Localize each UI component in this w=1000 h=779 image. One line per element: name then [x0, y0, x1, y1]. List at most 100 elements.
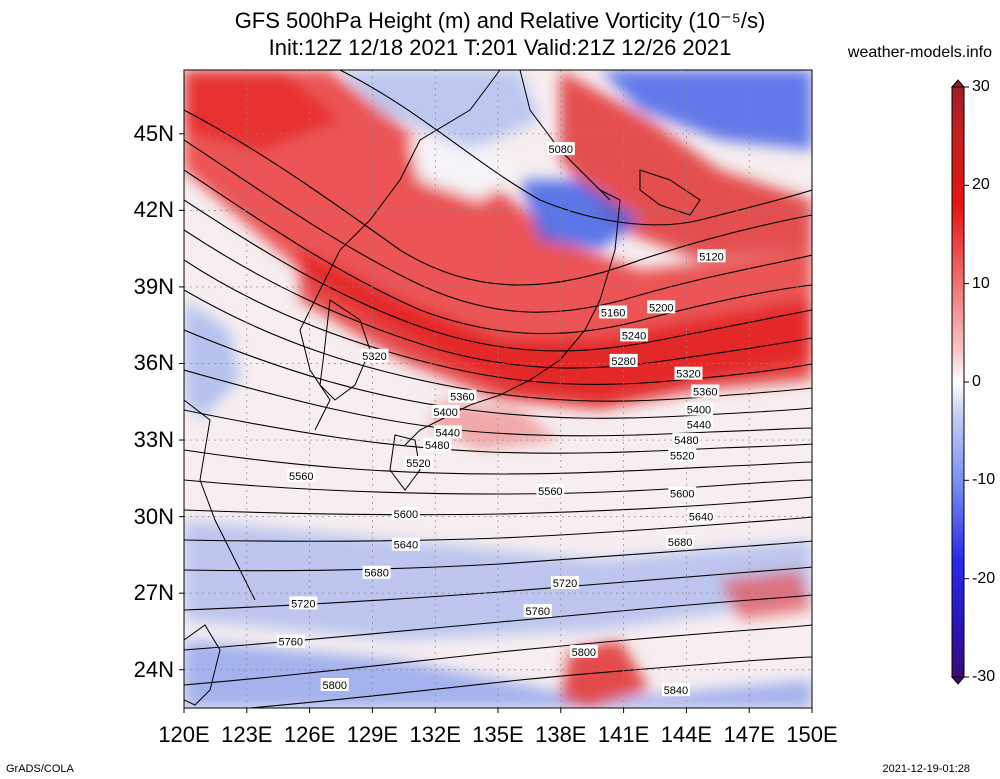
- lat-tick-label: 45N: [133, 120, 174, 146]
- contour-label: 5680: [668, 537, 692, 549]
- contour-label: 5800: [322, 680, 346, 692]
- colorbar-tick-label: 30: [972, 78, 990, 95]
- contour-label-background: [691, 384, 720, 398]
- contour-label: 5760: [279, 637, 303, 649]
- contour-label-background: [289, 596, 318, 610]
- chart-title: GFS 500hPa Height (m) and Relative Vorti…: [234, 8, 766, 33]
- colorbar-top-arrow: [950, 79, 966, 88]
- contour-label-background: [423, 438, 452, 452]
- lat-tick-label: 24N: [133, 656, 174, 682]
- contour-label: 5800: [572, 647, 596, 659]
- contour-label: 5320: [362, 351, 386, 363]
- contour-label: 5320: [676, 369, 700, 381]
- contour-label: 5400: [687, 404, 711, 416]
- lon-tick-label: 135E: [472, 722, 524, 747]
- contour-label: 5400: [433, 407, 457, 419]
- colorbar-bottom-arrow: [950, 676, 966, 685]
- contour-label-background: [620, 328, 649, 342]
- contour-label: 5440: [436, 427, 460, 439]
- contour-label: 5600: [670, 489, 694, 501]
- contour-label: 5160: [601, 307, 625, 319]
- contour-label: 5080: [549, 144, 573, 156]
- lat-tick-label: 42N: [133, 197, 174, 223]
- contour-label: 5360: [450, 392, 474, 404]
- contour-label-background: [661, 683, 690, 697]
- contour-label: 5480: [674, 435, 698, 447]
- contour-label: 5240: [622, 330, 646, 342]
- lon-tick-label: 138E: [535, 722, 587, 747]
- colorbar-tick-label: -10: [972, 471, 996, 489]
- contour-label: 5360: [693, 387, 717, 399]
- lon-tick-label: 150E: [786, 722, 838, 747]
- contour-label: 5640: [394, 540, 418, 552]
- contour-label-background: [536, 484, 565, 498]
- contour-label-background: [569, 644, 598, 658]
- contour-label: 5680: [364, 568, 388, 580]
- contour-label-background: [431, 404, 460, 418]
- contour-label-background: [360, 348, 389, 362]
- contour-label: 5200: [649, 302, 673, 314]
- lat-tick-label: 36N: [133, 350, 174, 376]
- contour-label-background: [684, 417, 713, 431]
- contour-label-background: [433, 425, 462, 439]
- colorbar-tick-label: 10: [972, 274, 990, 292]
- contour-label-background: [448, 389, 477, 403]
- contour-label: 5440: [687, 420, 711, 432]
- contour-label-background: [666, 535, 695, 549]
- lat-tick-label: 39N: [133, 273, 174, 299]
- contour-label: 5120: [699, 251, 723, 263]
- lon-tick-label: 144E: [660, 722, 713, 747]
- contour-label: 5720: [553, 578, 577, 590]
- lon-tick-label: 120E: [158, 722, 210, 747]
- contour-label-background: [697, 249, 726, 263]
- contour-label: 5280: [611, 356, 635, 368]
- contour-label: 5840: [664, 685, 688, 697]
- lat-tick-label: 33N: [133, 427, 174, 453]
- contour-label: 5720: [291, 598, 315, 610]
- contour-label: 5520: [670, 450, 694, 462]
- colorbar-tick-label: -20: [972, 569, 996, 587]
- axis-ticks: [179, 133, 813, 713]
- contour-label-background: [276, 634, 305, 648]
- contour-label-background: [687, 509, 716, 523]
- colorbar-tick-label: 20: [972, 176, 990, 194]
- contour-label-background: [599, 305, 628, 319]
- contour-label: 5640: [689, 512, 713, 524]
- contour-label-background: [647, 300, 676, 314]
- grid-lines: [184, 70, 812, 708]
- contour-label-background: [362, 565, 391, 579]
- generation-timestamp: 2021-12-19-01:28: [882, 763, 970, 775]
- colorbar-tick-label: 0: [972, 373, 981, 390]
- contour-label: 5560: [538, 486, 562, 498]
- site-attribution: weather-models.info: [847, 44, 992, 61]
- software-credit: GrADS/COLA: [6, 763, 74, 775]
- contour-label-background: [391, 537, 420, 551]
- colorbar: [950, 79, 966, 685]
- lon-tick-label: 126E: [283, 722, 336, 747]
- contour-label-background: [546, 142, 575, 156]
- contour-label-background: [320, 678, 349, 692]
- contour-label-background: [684, 402, 713, 416]
- lon-tick-label: 123E: [221, 722, 273, 747]
- contour-label-background: [609, 353, 638, 367]
- contour-label-background: [404, 456, 433, 470]
- chart-subtitle: Init:12Z 12/18 2021 T:201 Valid:21Z 12/2…: [268, 35, 732, 60]
- contour-label-background: [523, 604, 552, 618]
- lat-tick-label: 27N: [133, 580, 174, 606]
- contour-label-background: [668, 448, 697, 462]
- contour-labels: 5080 5120 5160 5200 5240 5280 5320 5320 5360 5360…: [276, 142, 726, 697]
- contour-label-background: [287, 468, 316, 482]
- lon-tick-label: 141E: [597, 722, 650, 747]
- contour-label-background: [668, 486, 697, 500]
- lon-tick-label: 129E: [346, 722, 399, 747]
- contour-label: 5520: [406, 458, 430, 470]
- contour-label: 5480: [425, 440, 449, 452]
- contour-label: 5560: [289, 471, 313, 483]
- contour-label: 5600: [394, 509, 418, 521]
- contour-label-background: [391, 507, 420, 521]
- colorbar-tick-label: -30: [972, 668, 996, 685]
- contour-label: 5760: [526, 606, 550, 618]
- lon-tick-label: 147E: [723, 722, 775, 747]
- contour-label-background: [674, 366, 703, 380]
